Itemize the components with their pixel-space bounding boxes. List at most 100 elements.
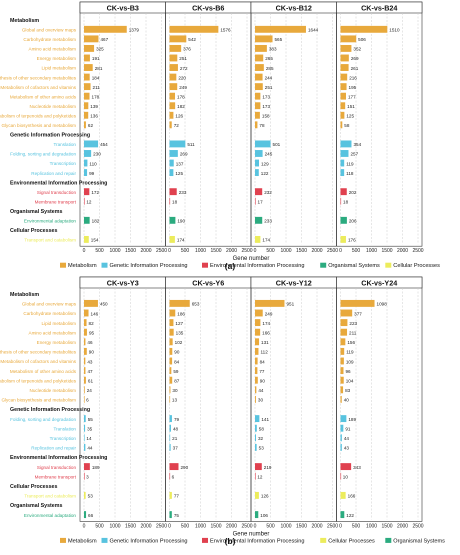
bar [340,395,342,403]
bar-value-label: 174 [262,238,270,243]
bar-value-label: 129 [261,161,269,166]
bar-value-label: 195 [349,85,357,90]
x-tick-label: 1000 [280,248,291,254]
x-tick-label: 2500 [241,248,252,254]
column-title: CK-vs-B12 [276,3,312,12]
bar [169,424,171,432]
legend-entry: Organismal Systems [328,263,380,269]
bar [255,111,260,119]
column-title: CK-vs-B24 [361,3,397,12]
bar [340,25,388,33]
bar [84,472,85,480]
bar-value-label: 166 [348,494,356,499]
bar [255,140,271,148]
bar-value-label: 223 [349,321,357,326]
panel-b: Metabolism Global and overview maps Carboh… [0,276,445,546]
bar-value-label: 122 [261,171,269,176]
bar-value-label: 40 [344,398,350,403]
bar [84,309,89,317]
comparison-column: CK-vs-B24 0 500 1000 1500 2000 2500 1510 506 352 2… [336,1,424,254]
bar [255,197,256,205]
category-header: Cellular Processes [10,484,57,490]
bar-value-label: 211 [349,330,357,335]
bar [255,102,261,110]
bar [340,54,349,62]
bar [84,395,85,403]
legend-entry: Cellular Processes [328,538,375,544]
bar [340,309,353,317]
bar-value-label: 109 [346,359,354,364]
pathway-label: Biosynthesis of other secondary metaboli… [0,350,77,355]
bar-value-label: 174 [177,238,185,243]
x-tick-label: 0 [168,248,171,254]
bar [340,169,345,177]
bar-value-label: 173 [262,104,270,109]
category-header: Organismal Systems [10,209,62,215]
bar [169,443,171,451]
bar [169,150,178,157]
bar [255,25,306,33]
bar [169,188,177,196]
bar [169,197,171,205]
bar [340,92,346,100]
comparison-column: CK-vs-Y60 500 1000 1500 2000 2500653186127135… [165,276,253,529]
bar-value-label: 59 [173,369,179,374]
bar-value-label: 44 [258,388,264,393]
bar [169,367,172,375]
bar [169,44,182,52]
bar-value-label: 118 [346,171,354,176]
x-tick-label: 1000 [109,248,120,254]
bar-value-label: 84 [260,359,266,364]
bar [340,83,347,91]
bar-value-label: 257 [350,152,358,157]
x-tick-label: 0 [254,248,257,254]
legend-entry: Environmental Information Processing [210,263,305,269]
bar [255,309,263,317]
pathway-label: Nucleotide metabolism [30,388,77,393]
bar-value-label: 6 [86,398,89,403]
bar [84,319,87,327]
bar [340,424,344,432]
bar [84,140,99,148]
bar [340,347,345,355]
bar-value-label: 177 [348,94,356,99]
bar [169,102,176,110]
bar [255,511,259,519]
bar [84,102,89,110]
bar [84,44,95,52]
category-header: Metabolism [10,292,39,298]
bar [340,102,346,110]
bar [340,197,342,205]
bar [340,376,344,384]
bar-value-label: 174 [262,321,270,326]
legend: Metabolism Genetic Information Processing… [60,262,440,269]
pathway-label: Replication and repair [31,446,76,451]
bar-value-label: 233 [264,219,272,224]
bar [84,169,88,177]
bar-value-label: 450 [100,302,108,307]
bar [255,434,256,442]
bar [255,169,259,177]
pathway-label: Metabolism of other amino acids [10,94,77,99]
bar-value-label: 158 [262,114,270,119]
bar-value-label: 131 [261,340,269,345]
x-tick-label: 1500 [125,248,136,254]
bar [84,188,90,196]
bar [255,83,263,91]
x-tick-label: 0 [339,523,342,529]
bar [340,357,344,365]
bar-value-label: 55 [88,417,94,422]
bar-value-label: 178 [177,94,185,99]
bar-value-label: 17 [258,199,264,204]
bar [169,169,174,177]
x-tick-label: 2500 [156,523,167,529]
bar-value-label: 53 [88,494,94,499]
x-axis-label: Gene number [233,256,270,262]
bar [169,357,173,365]
legend-entry: Organismal Systems [393,538,445,544]
bar-value-label: 376 [183,47,191,52]
bar-value-label: 127 [175,321,183,326]
column-title: CK-vs-Y3 [107,278,139,287]
bar [255,44,267,52]
bar-value-label: 249 [179,85,187,90]
